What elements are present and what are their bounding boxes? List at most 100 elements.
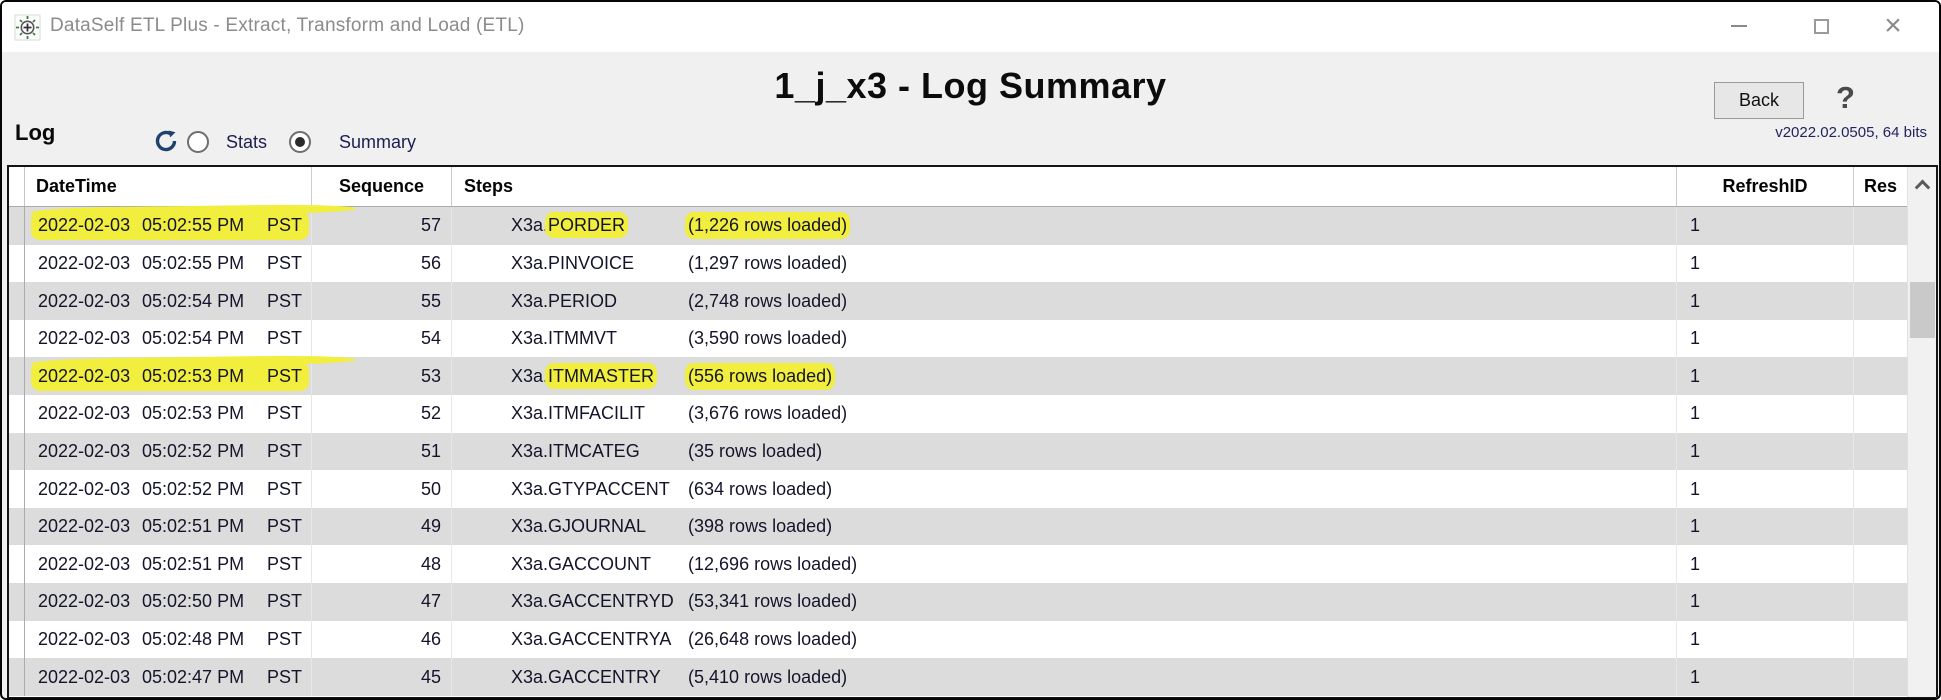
row-header-strip: [9, 167, 25, 206]
row-header-strip: [9, 507, 25, 546]
cell-sequence: 49: [312, 507, 452, 546]
cell-datetime: 2022-02-03 05:02:52 PM PST: [25, 470, 312, 508]
cell-sequence: 46: [312, 620, 452, 659]
column-header-steps[interactable]: Steps: [452, 167, 1677, 206]
cell-sequence: 55: [312, 282, 452, 320]
scrollbar-thumb[interactable]: [1910, 282, 1935, 338]
cell-steps: X3a. PINVOICE (1,297 rows loaded): [452, 244, 1677, 283]
cell-datetime: 2022-02-03 05:02:53 PM PST: [25, 357, 312, 396]
row-header-strip: [9, 395, 25, 433]
table-row[interactable]: 2022-02-03 05:02:53 PM PST 53 X3a. ITMMASTE…: [9, 357, 1936, 396]
close-icon: ×: [1884, 9, 1902, 42]
row-header-strip: [9, 244, 25, 283]
cell-sequence: 47: [312, 583, 452, 621]
window-title: DataSelf ETL Plus - Extract, Transform a…: [50, 15, 525, 36]
cell-datetime: 2022-02-03 05:02:55 PM PST: [25, 207, 312, 245]
refresh-icon[interactable]: [153, 128, 179, 154]
cell-steps: X3a. ITMFACILIT (3,676 rows loaded): [452, 395, 1677, 433]
cell-datetime: 2022-02-03 05:02:54 PM PST: [25, 319, 312, 358]
cell-refreshid: 1: [1677, 244, 1854, 283]
table-row[interactable]: 2022-02-03 05:02:55 PM PST 56 X3a. PINVOICE…: [9, 244, 1936, 283]
cell-datetime: 2022-02-03 05:02:50 PM PST: [25, 583, 312, 621]
cell-steps: X3a. GACCENTRYD (53,341 rows loaded): [452, 583, 1677, 621]
row-header-strip: [9, 207, 25, 245]
chevron-up-icon: [1914, 179, 1930, 195]
log-section-label: Log: [15, 120, 56, 145]
cell-datetime: 2022-02-03 05:02:54 PM PST: [25, 282, 312, 320]
cell-datetime: 2022-02-03 05:02:48 PM PST: [25, 620, 312, 659]
cell-refreshid: 1: [1677, 432, 1854, 471]
cell-steps: X3a. GACCENTRYA (26,648 rows loaded): [452, 620, 1677, 659]
table-row[interactable]: 2022-02-03 05:02:52 PM PST 50 X3a. GTYPACCE…: [9, 470, 1936, 508]
cell-steps: X3a. PERIOD (2,748 rows loaded): [452, 282, 1677, 320]
cell-sequence: 53: [312, 357, 452, 396]
cell-steps: X3a. PORDER (1,226 rows loaded): [452, 207, 1677, 245]
summary-radio-label[interactable]: Summary: [339, 132, 417, 152]
row-header-strip: [9, 545, 25, 584]
table-header-row: DateTime Sequence Steps RefreshID Res: [9, 167, 1936, 207]
table-row[interactable]: 2022-02-03 05:02:55 PM PST 57 X3a. PORDER (1…: [9, 207, 1936, 245]
cell-datetime: 2022-02-03 05:02:47 PM PST: [25, 658, 312, 696]
cell-refreshid: 1: [1677, 545, 1854, 584]
table-row[interactable]: 2022-02-03 05:02:53 PM PST 52 X3a. ITMFACIL…: [9, 395, 1936, 433]
cell-steps: X3a. GTYPACCENT (634 rows loaded): [452, 470, 1677, 508]
table-row[interactable]: 2022-02-03 05:02:51 PM PST 48 X3a. GACCOUNT…: [9, 545, 1936, 584]
cell-sequence: 45: [312, 658, 452, 696]
cell-sequence: 57: [312, 207, 452, 245]
cell-refreshid: 1: [1677, 207, 1854, 245]
cell-sequence: 48: [312, 545, 452, 584]
row-header-strip: [9, 432, 25, 471]
cell-refreshid: 1: [1677, 357, 1854, 396]
column-header-res[interactable]: Res: [1864, 176, 1898, 196]
table-row[interactable]: 2022-02-03 05:02:52 PM PST 51 X3a. ITMCATEG…: [9, 432, 1936, 471]
radio-selected-dot: [295, 137, 305, 147]
cell-steps: X3a. ITMMVT (3,590 rows loaded): [452, 319, 1677, 358]
maximize-button[interactable]: [1791, 2, 1851, 50]
maximize-icon: [1813, 18, 1829, 34]
cell-datetime: 2022-02-03 05:02:51 PM PST: [25, 545, 312, 584]
cell-steps: X3a. GJOURNAL (398 rows loaded): [452, 507, 1677, 546]
cell-steps: X3a. ITMMASTER (556 rows loaded): [452, 357, 1677, 396]
cell-sequence: 54: [312, 319, 452, 358]
cell-datetime: 2022-02-03 05:02:55 PM PST: [25, 244, 312, 283]
column-header-sequence[interactable]: Sequence: [312, 167, 452, 206]
titlebar: DataSelf ETL Plus - Extract, Transform a…: [2, 2, 1939, 52]
help-icon[interactable]: ?: [1836, 80, 1855, 115]
table-row[interactable]: 2022-02-03 05:02:47 PM PST 45 X3a. GACCENTR…: [9, 658, 1936, 696]
summary-radio[interactable]: [289, 131, 311, 153]
cell-datetime: 2022-02-03 05:02:51 PM PST: [25, 507, 312, 546]
cell-sequence: 52: [312, 395, 452, 433]
cell-refreshid: 1: [1677, 282, 1854, 320]
back-button[interactable]: Back: [1714, 82, 1804, 119]
cell-steps: X3a. GACCOUNT (12,696 rows loaded): [452, 545, 1677, 584]
cell-steps: X3a. GACCENTRY (5,410 rows loaded): [452, 658, 1677, 696]
table-row[interactable]: 2022-02-03 05:02:50 PM PST 47 X3a. GACCENTR…: [9, 583, 1936, 621]
stats-radio[interactable]: [187, 131, 209, 153]
version-text: v2022.02.0505, 64 bits: [1775, 124, 1927, 141]
cell-refreshid: 1: [1677, 470, 1854, 508]
stats-radio-label[interactable]: Stats: [226, 132, 268, 152]
vertical-scrollbar[interactable]: [1907, 167, 1936, 697]
table-row[interactable]: 2022-02-03 05:02:54 PM PST 54 X3a. ITMMVT (3…: [9, 319, 1936, 358]
cell-sequence: 56: [312, 244, 452, 283]
minimize-button[interactable]: [1709, 2, 1769, 50]
column-header-datetime[interactable]: DateTime: [25, 167, 312, 206]
cell-sequence: 51: [312, 432, 452, 471]
row-header-strip: [9, 357, 25, 396]
page-title: 1_j_x3 - Log Summary: [774, 65, 1167, 106]
table-row[interactable]: 2022-02-03 05:02:48 PM PST 46 X3a. GACCENTR…: [9, 620, 1936, 659]
cell-refreshid: 1: [1677, 395, 1854, 433]
table-row[interactable]: 2022-02-03 05:02:54 PM PST 55 X3a. PERIOD (2…: [9, 282, 1936, 320]
scroll-up-button[interactable]: [1908, 167, 1936, 201]
cell-datetime: 2022-02-03 05:02:53 PM PST: [25, 395, 312, 433]
close-button[interactable]: ×: [1863, 2, 1923, 50]
cell-datetime: 2022-02-03 05:02:52 PM PST: [25, 432, 312, 471]
cell-refreshid: 1: [1677, 507, 1854, 546]
app-logo-icon: [14, 14, 41, 41]
column-header-refreshid[interactable]: RefreshID: [1677, 167, 1854, 206]
row-header-strip: [9, 470, 25, 508]
cell-refreshid: 1: [1677, 658, 1854, 696]
table-row[interactable]: 2022-02-03 05:02:51 PM PST 49 X3a. GJOURNAL…: [9, 507, 1936, 546]
minimize-icon: [1731, 25, 1747, 27]
cell-refreshid: 1: [1677, 319, 1854, 358]
